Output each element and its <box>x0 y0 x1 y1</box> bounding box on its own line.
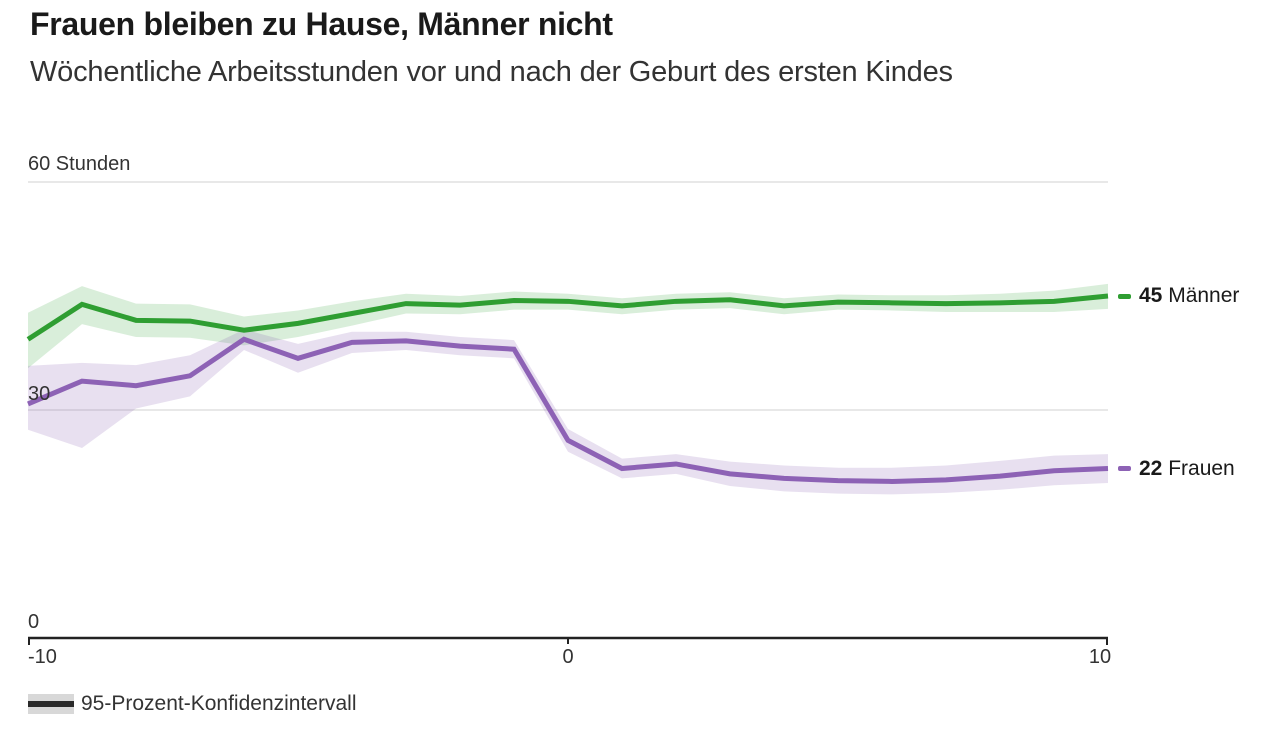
x-axis-tick-0: 0 <box>562 646 574 668</box>
frauen-line-swatch-icon <box>1118 466 1131 472</box>
frauen-series-name: Frauen <box>1168 456 1235 480</box>
x-axis-tick-10: 10 <box>1088 646 1112 668</box>
confidence-interval-legend: 95-Prozent-Konfidenzintervall <box>28 692 356 716</box>
x-axis-tick-minus10: -10 <box>28 646 57 668</box>
maenner-end-value: 45 <box>1139 284 1163 307</box>
maenner-series-name: Männer <box>1168 284 1240 307</box>
confidence-interval-swatch-icon <box>28 694 74 714</box>
series-label-maenner: 45 Männer <box>1118 284 1239 308</box>
page-title: Frauen bleiben zu Hause, Männer nicht <box>30 6 613 42</box>
y-axis-label-0: 0 <box>28 611 40 633</box>
y-axis-label-60: 60 Stunden <box>28 153 131 175</box>
maenner-line-swatch-icon <box>1118 293 1131 299</box>
confidence-interval-label: 95-Prozent-Konfidenzintervall <box>81 692 357 715</box>
y-axis-label-30: 30 <box>28 383 51 405</box>
frauen-end-value: 22 <box>1139 456 1163 480</box>
page-subtitle: Wöchentliche Arbeitsstunden vor und nach… <box>30 56 953 88</box>
series-label-frauen: 22 Frauen <box>1118 457 1235 481</box>
